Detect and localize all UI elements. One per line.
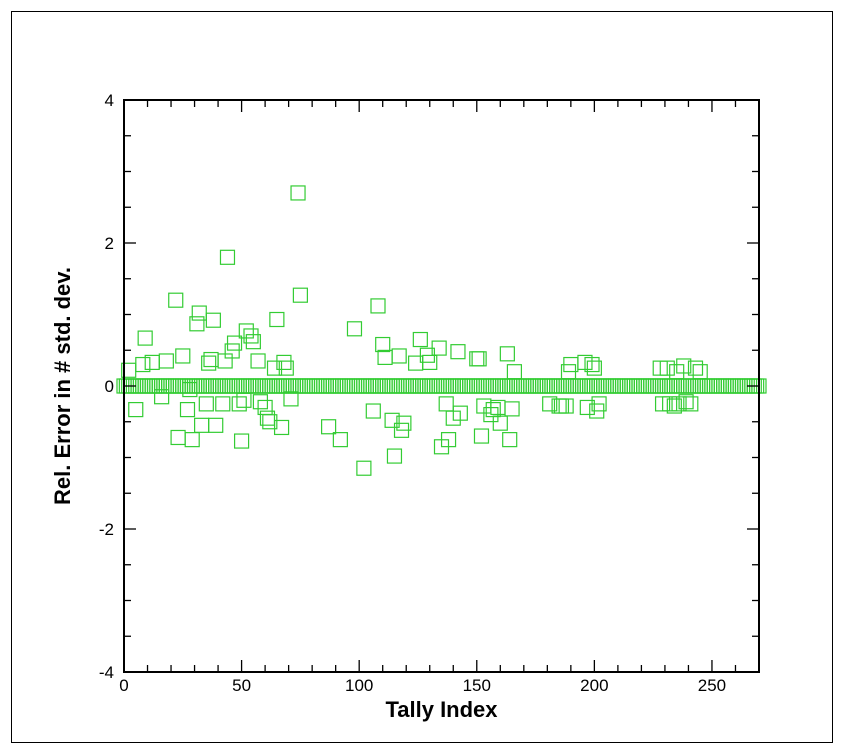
data-point — [158, 353, 174, 369]
data-point — [502, 432, 518, 448]
data-point — [198, 396, 214, 412]
data-point — [558, 398, 574, 414]
x-tick-label: 200 — [580, 676, 608, 695]
data-point — [471, 351, 487, 367]
data-point — [276, 354, 292, 371]
y-tick-label: 4 — [105, 91, 114, 110]
data-point — [492, 415, 508, 431]
data-point — [332, 432, 348, 448]
data-point — [262, 414, 278, 430]
data-point — [189, 316, 205, 332]
data-point — [370, 298, 386, 314]
data-point — [201, 355, 217, 371]
data-point — [676, 358, 692, 374]
data-point — [194, 417, 210, 433]
x-tick-label: 150 — [463, 676, 491, 695]
data-point — [499, 346, 515, 362]
data-point — [586, 360, 602, 376]
data-point — [278, 360, 294, 376]
data-point — [666, 398, 682, 414]
data-point — [168, 292, 184, 308]
data-point — [396, 415, 412, 431]
data-point — [290, 185, 306, 201]
data-point — [377, 349, 393, 365]
data-point — [438, 396, 454, 412]
figure-frame: 0 50 100 150 200 250 -4 -2 0 2 4 Tally Index Rel. … — [11, 11, 833, 743]
data-point — [269, 311, 285, 328]
axis-ticks — [123, 99, 760, 673]
data-point — [542, 396, 558, 412]
data-point — [662, 396, 678, 412]
data-point — [266, 360, 283, 376]
data-point — [219, 249, 236, 265]
data-point — [391, 348, 407, 364]
data-point — [208, 417, 224, 433]
data-point — [215, 396, 231, 412]
data-point — [226, 335, 243, 351]
data-point — [273, 419, 290, 436]
data-point — [687, 360, 704, 376]
x-tick-label: 250 — [698, 676, 726, 695]
data-point — [231, 396, 247, 412]
data-point — [252, 394, 269, 410]
data-point — [135, 356, 151, 373]
data-point — [591, 396, 607, 412]
data-point — [678, 394, 694, 410]
axis-tick-labels: 0 50 100 150 200 250 -4 -2 0 2 4 — [99, 91, 726, 695]
data-point — [179, 401, 196, 418]
data-point — [473, 428, 490, 444]
data-point — [233, 433, 250, 449]
data-point — [375, 336, 391, 353]
data-point — [346, 321, 363, 337]
scatter-plot: 0 50 100 150 200 250 -4 -2 0 2 4 Tally Index Rel. … — [50, 91, 767, 722]
x-tick-label: 50 — [232, 676, 251, 695]
data-point — [321, 419, 337, 435]
data-point — [205, 312, 221, 328]
data-point — [259, 410, 276, 426]
data-point — [422, 354, 438, 371]
data-point — [659, 360, 675, 376]
data-point — [452, 405, 468, 421]
data-point — [250, 353, 266, 369]
data-point — [506, 364, 523, 380]
y-tick-label: -2 — [99, 520, 114, 539]
data-point — [243, 328, 259, 344]
data-point — [292, 287, 308, 303]
data-point — [283, 391, 299, 407]
data-point — [128, 401, 144, 418]
data-point — [224, 343, 240, 359]
x-axis-title: Tally Index — [385, 697, 498, 722]
data-point — [245, 334, 261, 350]
data-point — [579, 399, 595, 416]
y-tick-label: -4 — [99, 663, 114, 682]
data-point — [386, 448, 403, 464]
y-tick-label: 2 — [105, 234, 114, 253]
y-tick-label: 0 — [105, 377, 114, 396]
data-point — [692, 364, 708, 380]
data-point — [154, 389, 170, 405]
data-point — [450, 344, 466, 360]
data-point — [365, 403, 381, 419]
data-point — [184, 432, 200, 448]
data-point — [384, 412, 400, 428]
data-point — [236, 392, 252, 408]
data-point — [356, 460, 372, 476]
data-point — [170, 429, 186, 446]
data-point — [440, 432, 457, 448]
data-point — [504, 401, 520, 417]
data-point — [431, 340, 447, 356]
data-point — [683, 396, 699, 412]
data-point — [412, 331, 428, 348]
x-tick-label: 100 — [345, 676, 373, 695]
y-axis-title: Rel. Error in # std. dev. — [50, 267, 75, 505]
x-tick-label: 0 — [119, 676, 128, 695]
data-markers — [116, 185, 767, 476]
data-point — [182, 381, 198, 398]
data-point — [584, 356, 600, 373]
data-point — [175, 348, 191, 364]
data-point — [137, 330, 153, 346]
